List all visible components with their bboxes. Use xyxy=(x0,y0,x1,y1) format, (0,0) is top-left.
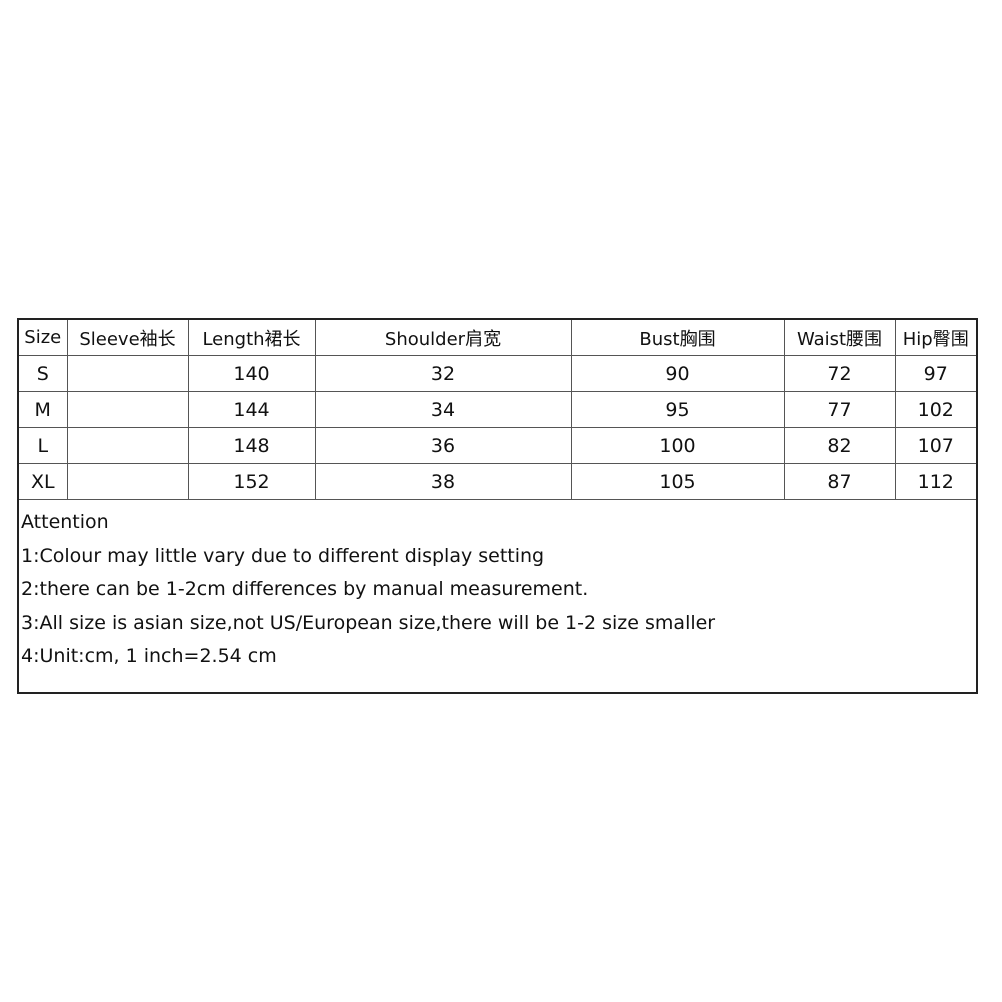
size-chart: Size Sleeve袖长 Length裙长 Shoulder肩宽 Bust胸围… xyxy=(17,318,978,694)
cell-length: 140 xyxy=(187,355,316,392)
cell-shoulder: 32 xyxy=(314,355,572,392)
cell-size: S xyxy=(19,355,68,392)
header-sleeve: Sleeve袖长 xyxy=(66,320,189,356)
header-row: Size Sleeve袖长 Length裙长 Shoulder肩宽 Bust胸围… xyxy=(19,320,976,356)
cell-bust: 100 xyxy=(570,427,785,464)
header-waist: Waist腰围 xyxy=(783,320,896,356)
cell-hip: 107 xyxy=(894,427,976,464)
cell-bust: 90 xyxy=(570,355,785,392)
cell-sleeve xyxy=(66,355,189,392)
cell-waist: 72 xyxy=(783,355,896,392)
cell-size: L xyxy=(19,427,68,464)
cell-size: XL xyxy=(19,463,68,500)
cell-length: 152 xyxy=(187,463,316,500)
size-table: Size Sleeve袖长 Length裙长 Shoulder肩宽 Bust胸围… xyxy=(19,320,976,500)
cell-bust: 95 xyxy=(570,391,785,428)
cell-sleeve xyxy=(66,391,189,428)
cell-waist: 82 xyxy=(783,427,896,464)
cell-waist: 77 xyxy=(783,391,896,428)
cell-length: 148 xyxy=(187,427,316,464)
header-bust: Bust胸围 xyxy=(570,320,785,356)
header-size: Size xyxy=(19,320,68,356)
header-shoulder: Shoulder肩宽 xyxy=(314,320,572,356)
note-item: 3:All size is asian size,not US/European… xyxy=(21,611,716,634)
header-length: Length裙长 xyxy=(187,320,316,356)
note-item: 4:Unit:cm, 1 inch=2.54 cm xyxy=(21,645,277,667)
cell-waist: 87 xyxy=(783,463,896,500)
table-row: M 144 34 95 77 102 xyxy=(19,391,976,428)
header-hip: Hip臀围 xyxy=(894,320,976,356)
table-row: XL 152 38 105 87 112 xyxy=(19,463,976,500)
cell-hip: 102 xyxy=(894,391,976,428)
attention-notes: Attention 1:Colour may little vary due t… xyxy=(19,500,976,674)
note-item: 1:Colour may little vary due to differen… xyxy=(21,544,545,567)
note-item: 2:there can be 1-2cm differences by manu… xyxy=(21,578,589,600)
cell-shoulder: 36 xyxy=(314,427,572,464)
cell-hip: 97 xyxy=(894,355,976,392)
cell-shoulder: 38 xyxy=(314,463,572,500)
cell-size: M xyxy=(19,391,68,428)
cell-bust: 105 xyxy=(570,463,785,500)
table-row: L 148 36 100 82 107 xyxy=(19,427,976,464)
cell-length: 144 xyxy=(187,391,316,428)
notes-title: Attention xyxy=(21,511,109,533)
cell-hip: 112 xyxy=(894,463,976,500)
table-row: S 140 32 90 72 97 xyxy=(19,355,976,392)
cell-sleeve xyxy=(66,427,189,464)
cell-sleeve xyxy=(66,463,189,500)
cell-shoulder: 34 xyxy=(314,391,572,428)
